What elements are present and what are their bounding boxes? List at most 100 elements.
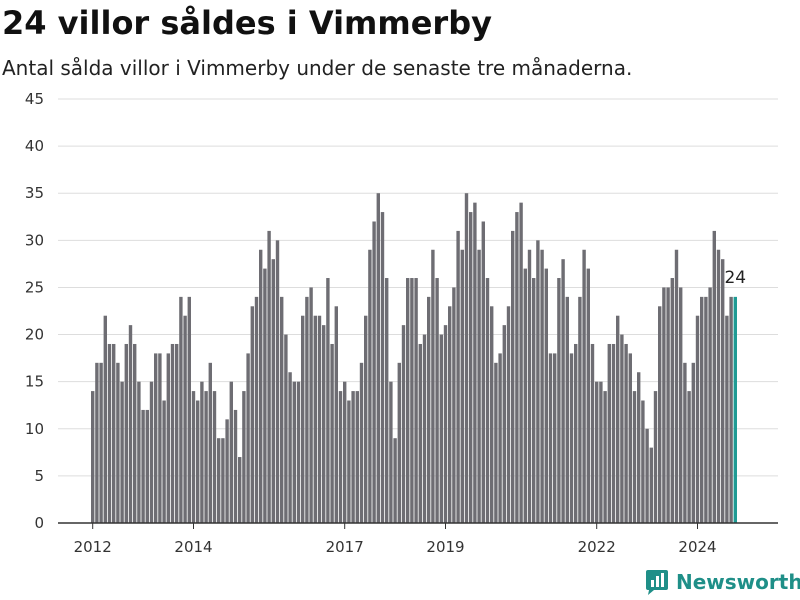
bar — [422, 334, 427, 523]
bar — [637, 372, 641, 523]
bar — [158, 353, 162, 523]
bar — [548, 353, 553, 523]
bar — [700, 296, 704, 523]
bar — [288, 372, 292, 523]
bar — [183, 315, 187, 523]
bar — [456, 230, 460, 523]
bar — [372, 221, 376, 523]
bar — [557, 278, 561, 523]
bar — [582, 249, 586, 523]
bar — [729, 296, 733, 523]
bar — [334, 306, 338, 523]
bar — [137, 381, 141, 523]
bar — [569, 353, 574, 523]
bar — [532, 278, 536, 523]
x-axis: 2012 2014 2017 2019 2022 2024 — [58, 522, 778, 556]
bar — [376, 193, 380, 523]
bar — [611, 343, 616, 523]
x-tick-label: 2019 — [426, 538, 464, 556]
bar — [721, 259, 725, 523]
bar — [616, 315, 620, 523]
bar — [435, 278, 439, 523]
bar — [166, 353, 170, 523]
bar — [620, 334, 624, 523]
bar — [477, 249, 481, 523]
y-tick-label: 25 — [25, 278, 44, 296]
bar — [280, 296, 284, 523]
bar — [599, 381, 603, 523]
chart-title: 24 villor såldes i Vimmerby — [2, 4, 492, 42]
x-tick-label: 2017 — [326, 538, 364, 556]
bar — [666, 287, 670, 523]
bar — [624, 343, 628, 523]
bar — [406, 278, 410, 523]
bar — [154, 353, 158, 523]
bar — [284, 334, 288, 523]
bar — [191, 391, 196, 523]
bar — [506, 306, 511, 523]
bar — [301, 315, 305, 523]
bar — [452, 287, 456, 523]
bar — [99, 362, 103, 523]
bar — [242, 391, 246, 523]
bar — [481, 221, 485, 523]
bar — [704, 296, 708, 523]
y-axis: 0 5 10 15 20 25 30 35 40 45 — [25, 90, 44, 532]
bar — [120, 381, 124, 523]
bar — [561, 259, 565, 523]
bar — [330, 343, 334, 523]
bar — [347, 400, 351, 523]
bar — [662, 287, 666, 523]
bar — [683, 362, 687, 523]
bar — [716, 249, 721, 523]
bar — [196, 400, 200, 523]
bar — [116, 362, 120, 523]
bar — [305, 296, 309, 523]
bar — [540, 249, 544, 523]
bar — [473, 202, 477, 523]
bar — [229, 381, 233, 523]
bar — [670, 278, 674, 523]
bar — [490, 306, 494, 523]
bar — [292, 381, 296, 523]
bar — [170, 343, 175, 523]
bar — [225, 419, 229, 523]
bar — [410, 278, 414, 523]
bar — [233, 409, 238, 523]
bar — [95, 362, 99, 523]
bar — [674, 249, 679, 523]
bar — [691, 362, 695, 523]
bar — [427, 296, 431, 523]
bar — [221, 438, 225, 523]
bar — [141, 409, 145, 523]
brand-name: Newsworthy — [676, 570, 800, 594]
bar — [326, 278, 330, 523]
bar — [708, 287, 712, 523]
bar — [359, 362, 364, 523]
y-tick-label: 5 — [34, 467, 44, 485]
bar — [645, 428, 649, 523]
bar — [250, 306, 254, 523]
bar — [460, 249, 464, 523]
bar — [485, 278, 490, 523]
bars — [91, 193, 737, 524]
bar — [296, 381, 301, 523]
y-tick-label: 20 — [25, 326, 44, 344]
bar — [380, 212, 385, 524]
bar — [313, 315, 317, 523]
bar — [519, 202, 523, 523]
bar — [641, 400, 645, 523]
bar — [149, 381, 154, 523]
bar — [448, 306, 452, 523]
bar — [607, 343, 611, 523]
brand-logo: Newsworthy — [644, 568, 800, 596]
bar — [389, 381, 393, 523]
data-label: 24 — [724, 268, 746, 288]
bar — [397, 362, 401, 523]
bar — [511, 230, 515, 523]
bar — [112, 343, 116, 523]
bar — [439, 334, 443, 523]
bar — [338, 391, 343, 523]
bar — [544, 268, 548, 523]
